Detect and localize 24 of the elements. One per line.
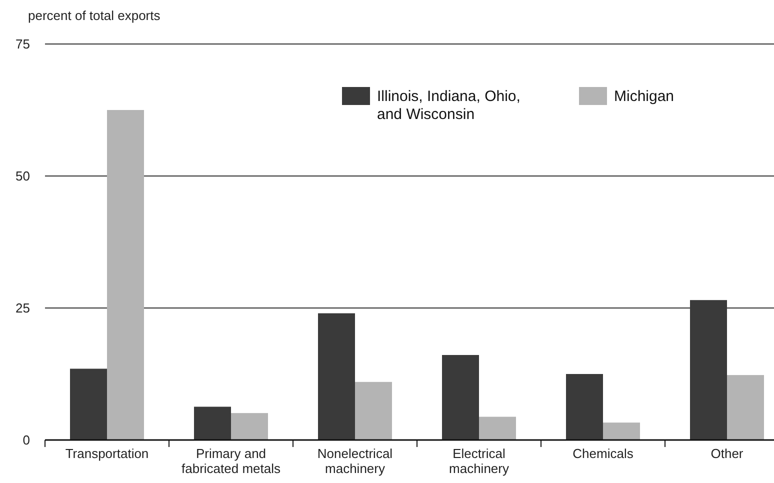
y-tick-label: 25 [16,300,30,316]
bar [479,416,516,440]
bar [107,110,144,440]
bar [318,313,355,440]
x-tick-label: Chemicals [572,446,634,461]
x-tick-label: Other [710,446,744,461]
bar [194,406,231,440]
y-tick-label: 75 [16,36,30,52]
bar [355,382,392,440]
bar [603,422,640,440]
y-axis-title: percent of total exports [28,8,161,23]
legend-label: Michigan [614,88,674,105]
x-tick-label: Transportation [65,446,149,461]
y-tick-label: 0 [22,432,30,448]
x-tick-label: Electrical machinery [449,446,510,476]
bar [231,413,268,440]
x-tick-label: Primary and fabricated metals [182,446,281,476]
legend-label: Illinois, Indiana, Ohio, and Wisconsin [377,88,520,123]
bar [566,374,603,440]
bar [442,354,479,440]
bar [70,368,107,440]
x-tick-label: Nonelectrical machinery [317,446,393,476]
bar [727,375,764,440]
y-tick-label: 50 [16,168,30,184]
